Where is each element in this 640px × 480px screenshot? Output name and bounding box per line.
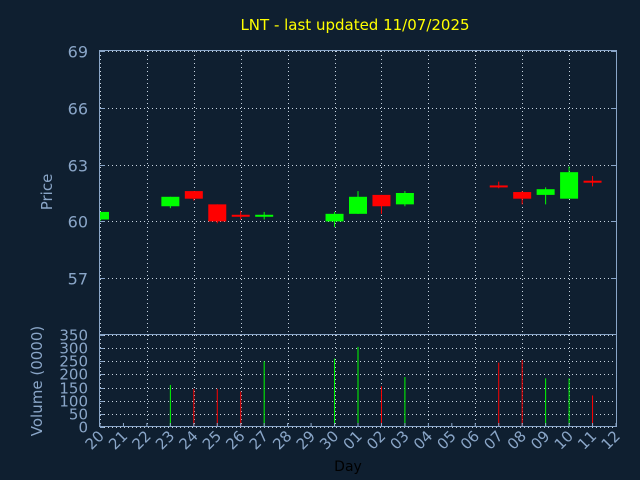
volume-tick-label: 350 [59, 327, 88, 345]
candle-body-09 [536, 189, 555, 195]
candle-body-07 [489, 185, 508, 188]
price-tick-label: 57 [68, 270, 88, 289]
price-y-ticks: 57 60 63 66 69 [68, 43, 616, 289]
price-tick-label: 63 [68, 157, 88, 176]
price-tick-label: 69 [68, 43, 88, 62]
volume-tick-label: 0 [78, 419, 88, 437]
volume-tick-label: 50 [69, 406, 88, 424]
candle-body-01 [349, 196, 367, 214]
chart-title: LNT - last updated 11/07/2025 [240, 16, 469, 34]
candle-body-27 [255, 214, 274, 217]
candle-body-10 [560, 172, 579, 199]
candle-body-02 [372, 194, 391, 207]
volume-tick-label: 100 [59, 393, 88, 411]
candle-body-20 [100, 211, 109, 220]
price-tick-label: 66 [68, 100, 88, 119]
price-tick-label: 60 [68, 213, 88, 232]
volume-tick-label: 200 [59, 366, 88, 384]
volume-tick-label: 300 [59, 340, 88, 358]
x-axis-label: Day [334, 459, 362, 475]
candle-body-23 [161, 196, 180, 207]
candles [99, 166, 602, 228]
candle-body-08 [513, 192, 532, 199]
candle-body-30 [325, 213, 344, 222]
volume-axis-label: Volume (0000) [28, 326, 46, 436]
candle-body-26 [231, 214, 250, 217]
volume-tick-label: 150 [59, 380, 88, 398]
volume-tick-label: 250 [59, 353, 88, 371]
candle-body-24 [184, 191, 203, 199]
price-axis-label: Price [38, 174, 56, 211]
candle-body-11 [583, 180, 602, 183]
candle-body-25 [208, 204, 227, 222]
volume-bars [169, 346, 594, 427]
candle-body-03 [395, 193, 414, 205]
